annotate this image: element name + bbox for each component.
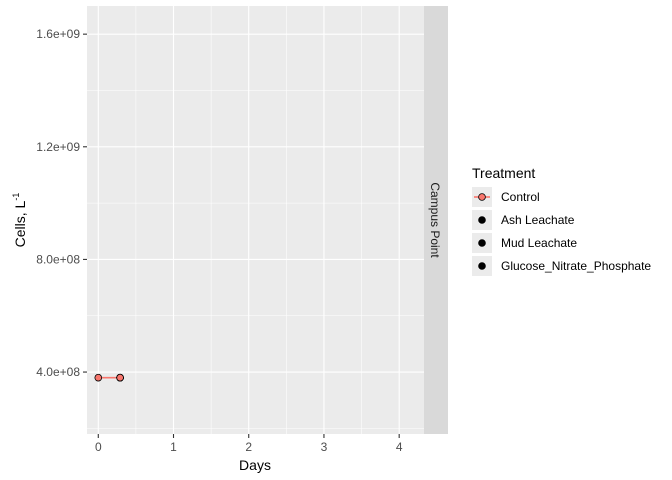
x-tick-label: 3 (321, 440, 328, 454)
x-tick-label: 1 (170, 440, 177, 454)
x-tick-label: 4 (396, 440, 403, 454)
series-layer (94, 373, 124, 382)
legend-label-control: Control (501, 190, 540, 204)
y-axis: 4.0e+08 8.0e+08 1.2e+09 1.6e+09 (36, 27, 87, 379)
grid-major (87, 6, 424, 434)
facet-strip (424, 6, 448, 434)
legend-title: Treatment (472, 165, 535, 181)
y-tick-label: 1.6e+09 (36, 27, 80, 41)
y-axis-title-superscript: -1 (11, 193, 21, 201)
y-axis-title-main: Cells, L (12, 200, 28, 247)
y-tick-label: 1.2e+09 (36, 140, 80, 154)
x-axis-title: Days (239, 457, 271, 473)
data-point-control (116, 373, 124, 382)
legend-label-ash-leachate: Ash Leachate (501, 213, 575, 227)
legend-key-point-ash-leachate (478, 216, 486, 224)
y-axis-title: Cells, L-1 (11, 193, 28, 248)
legend-key-point-glucose-nitrate-phosphate (478, 262, 486, 270)
x-tick-label: 0 (95, 440, 102, 454)
legend-label-glucose-nitrate-phosphate: Glucose_Nitrate_Phosphate (501, 259, 651, 273)
x-axis: 0 1 2 3 4 (95, 434, 403, 454)
plot-panel (87, 6, 424, 434)
grid-minor (87, 6, 424, 434)
legend-key-point-control (478, 193, 486, 201)
legend-label-mud-leachate: Mud Leachate (501, 236, 577, 250)
data-point-control (94, 373, 103, 382)
y-tick-label: 4.0e+08 (36, 365, 80, 379)
legend: Treatment Control Ash Leachate Mud Leachat… (472, 165, 651, 276)
legend-key-point-mud-leachate (478, 239, 486, 247)
x-tick-label: 2 (245, 440, 252, 454)
facet-strip-label: Campus Point (428, 182, 442, 258)
y-tick-label: 8.0e+08 (36, 252, 80, 266)
